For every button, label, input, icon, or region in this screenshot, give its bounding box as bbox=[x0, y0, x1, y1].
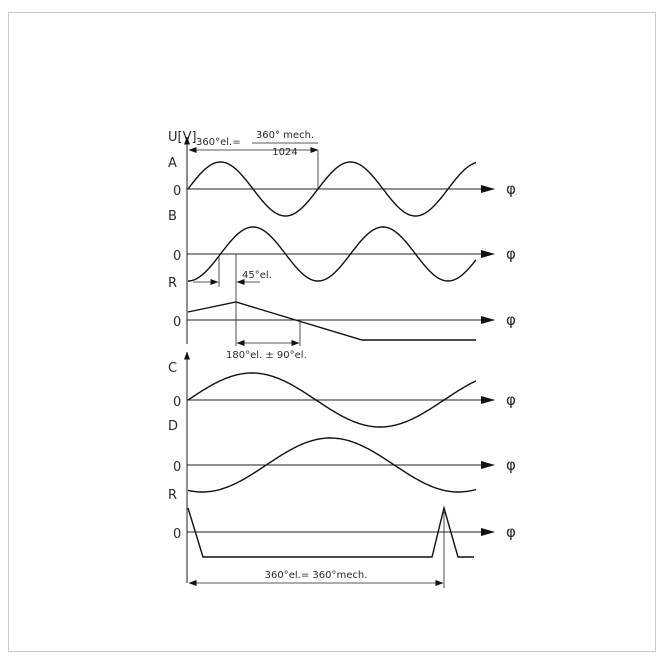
channel-c-signal bbox=[187, 372, 477, 428]
channel-r-zero-upper: 0 bbox=[173, 315, 181, 330]
channel-d-label: D bbox=[168, 419, 178, 434]
channel-a-zero: 0 bbox=[173, 184, 181, 199]
channel-b-signal bbox=[188, 226, 477, 282]
channel-a-signal bbox=[187, 161, 477, 217]
channel-c-phi: φ bbox=[506, 391, 516, 409]
channel-c-label: C bbox=[168, 361, 177, 376]
channel-r-label-upper: R bbox=[168, 276, 177, 291]
channel-d-signal bbox=[187, 437, 477, 493]
channel-d-zero: 0 bbox=[173, 460, 181, 475]
phase-shift-label: 45°el. bbox=[242, 270, 272, 281]
channel-a-phi: φ bbox=[506, 180, 516, 198]
channel-b-zero: 0 bbox=[173, 249, 181, 264]
period-fraction-denominator: 1024 bbox=[272, 147, 297, 158]
channel-c-zero: 0 bbox=[173, 395, 181, 410]
period-label-prefix: 360°el.= bbox=[196, 137, 241, 148]
channel-r-zero-lower: 0 bbox=[173, 527, 181, 542]
channel-r-label-lower: R bbox=[168, 488, 177, 503]
reference-label: 180°el. ± 90°el. bbox=[226, 350, 307, 361]
channel-r-signal-lower bbox=[187, 505, 474, 558]
channel-r-phi-upper: φ bbox=[506, 311, 516, 329]
diagram-frame bbox=[8, 12, 656, 652]
channel-r-signal-upper bbox=[187, 301, 476, 341]
channel-b-phi: φ bbox=[506, 245, 516, 263]
channel-r-phi-lower: φ bbox=[506, 523, 516, 541]
channel-a-label: A bbox=[168, 156, 177, 171]
full-period-label: 360°el.= 360°mech. bbox=[265, 570, 368, 581]
channel-d-phi: φ bbox=[506, 456, 516, 474]
period-fraction-numerator: 360° mech. bbox=[256, 130, 314, 141]
channel-b-label: B bbox=[168, 209, 177, 224]
y-axis-label: U[V] bbox=[168, 130, 197, 145]
